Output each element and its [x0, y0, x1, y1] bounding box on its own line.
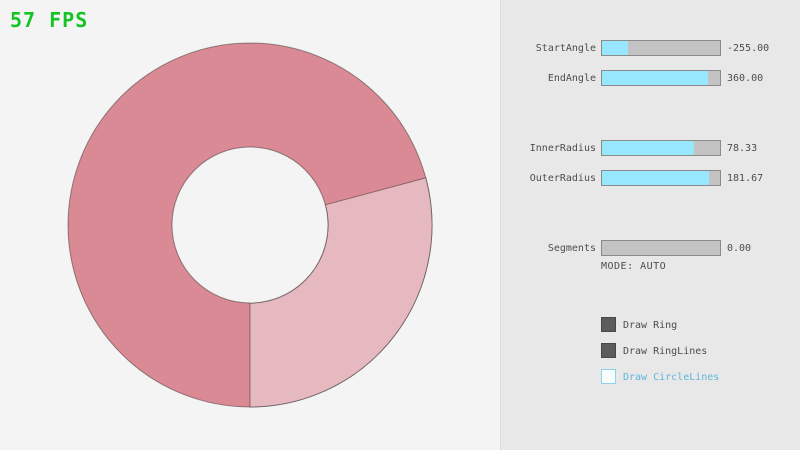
endangle-label: EndAngle	[547, 73, 596, 84]
endangle-slider-fill	[602, 71, 709, 85]
innerradius-label: InnerRadius	[529, 143, 596, 154]
draw-ring-checkbox[interactable]	[601, 317, 616, 332]
draw-ringlines-row: Draw RingLines	[601, 343, 800, 359]
startangle-label: StartAngle	[535, 43, 596, 54]
startangle-slider-fill	[602, 41, 628, 55]
outerradius-slider[interactable]	[601, 170, 721, 186]
slider-row-segments: Segments 0.00	[501, 240, 800, 256]
draw-ringlines-checkbox[interactable]	[601, 343, 616, 358]
slider-row-endangle: EndAngle 360.00	[501, 70, 800, 86]
slider-row-innerradius: InnerRadius 78.33	[501, 140, 800, 156]
fps-counter: 57 FPS	[10, 8, 89, 32]
endangle-value: 360.00	[727, 73, 764, 84]
innerradius-value: 78.33	[727, 143, 758, 154]
slider-row-outerradius: OuterRadius 181.67	[501, 170, 800, 186]
outerradius-value: 181.67	[727, 173, 764, 184]
segments-slider[interactable]	[601, 240, 721, 256]
slider-row-startangle: StartAngle -255.00	[501, 40, 800, 56]
startangle-value: -255.00	[727, 43, 770, 54]
draw-ring-row: Draw Ring	[601, 317, 800, 333]
outerradius-label: OuterRadius	[529, 173, 596, 184]
draw-ringlines-label: Draw RingLines	[623, 346, 708, 357]
innerradius-slider[interactable]	[601, 140, 721, 156]
draw-circlelines-label: Draw CircleLines	[623, 372, 720, 383]
outerradius-slider-fill	[602, 171, 710, 185]
segments-mode-text: MODE: AUTO	[601, 261, 667, 272]
control-panel: StartAngle -255.00 EndAngle 360.00 Inner…	[500, 0, 800, 450]
draw-circlelines-checkbox[interactable]	[601, 369, 616, 384]
segments-value: 0.00	[727, 243, 752, 254]
draw-circlelines-row: Draw CircleLines	[601, 369, 800, 385]
draw-ring-label: Draw Ring	[623, 320, 678, 331]
endangle-slider[interactable]	[601, 70, 721, 86]
innerradius-slider-fill	[602, 141, 695, 155]
segments-label: Segments	[547, 243, 596, 254]
startangle-slider[interactable]	[601, 40, 721, 56]
